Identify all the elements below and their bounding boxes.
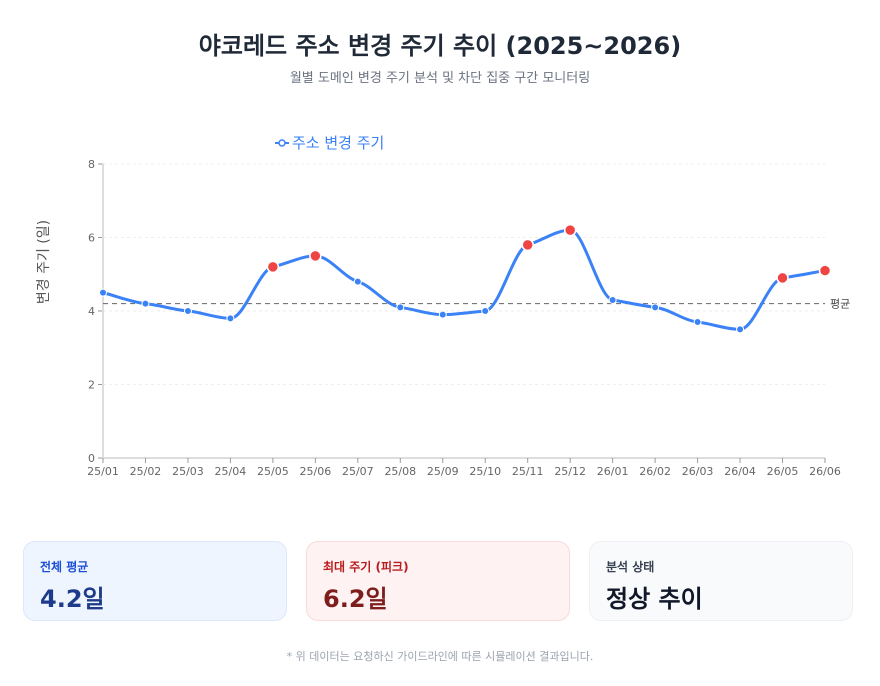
- status-card-label: 분석 상태: [606, 560, 655, 574]
- x-tick-label: 25/03: [172, 465, 204, 478]
- average-card-label: 전체 평균: [40, 560, 89, 574]
- peak-data-point: [309, 249, 322, 263]
- x-tick-label: 25/10: [469, 465, 501, 478]
- y-tick-label: 8: [88, 158, 95, 171]
- x-tick-label: 25/05: [257, 465, 289, 478]
- legend[interactable]: 주소 변경 주기: [275, 134, 384, 152]
- x-tick-label: 26/04: [724, 465, 756, 478]
- peak-data-point: [266, 260, 280, 274]
- page-subtitle: 월별 도메인 변경 주기 분석 및 차단 집중 구간 모니터링: [289, 71, 591, 86]
- x-tick-label: 25/11: [512, 465, 544, 478]
- peak-card-label: 최대 주기 (피크): [323, 560, 409, 574]
- status-card: 분석 상태 정상 추이: [589, 541, 853, 621]
- data-point: [183, 307, 192, 315]
- status-card-value: 정상 추이: [606, 585, 703, 613]
- peak-card-value: 6.2일: [323, 585, 388, 613]
- x-tick-label: 25/08: [384, 465, 416, 478]
- data-point: [438, 310, 447, 319]
- data-point: [226, 314, 235, 323]
- peak-data-point: [818, 264, 832, 277]
- data-point: [608, 295, 617, 304]
- y-tick-label: 0: [88, 452, 95, 465]
- legend-label: 주소 변경 주기: [292, 134, 384, 152]
- data-point: [651, 303, 660, 312]
- y-tick-label: 6: [88, 232, 95, 245]
- y-tick-label: 4: [88, 305, 95, 318]
- footnote: * 위 데이터는 요청하신 가이드라인에 따른 시뮬레이션 결과입니다.: [286, 650, 594, 663]
- x-tick-label: 26/06: [809, 465, 841, 478]
- peak-data-point: [563, 223, 577, 237]
- x-tick-label: 26/05: [767, 465, 799, 478]
- line-chart: 0 2 4 6 8 25/01 25/02 25/03 25/04 25/05 25/06 25/07…: [36, 134, 850, 478]
- data-point: [736, 325, 745, 334]
- x-tick-label: 25/01: [87, 465, 119, 478]
- data-point: [99, 288, 107, 297]
- x-tick-label: 26/03: [682, 465, 714, 478]
- x-tick-label: 25/09: [427, 465, 459, 478]
- x-tick-label: 25/07: [342, 465, 374, 478]
- average-reference-label: 평균: [830, 298, 850, 311]
- x-tick-label: 25/04: [215, 465, 247, 478]
- y-axis-label: 변경 주기 (일): [36, 220, 52, 304]
- page-title: 야코레드 주소 변경 주기 추이 (2025~2026): [198, 32, 682, 60]
- peak-data-point: [776, 271, 789, 285]
- data-point: [693, 318, 702, 327]
- data-point: [396, 303, 405, 312]
- x-tick-label: 25/12: [554, 465, 586, 478]
- x-tick-label: 26/01: [597, 465, 629, 478]
- y-tick-label: 2: [88, 379, 95, 392]
- x-tick-label: 25/02: [130, 465, 162, 478]
- legend-dot-icon: [278, 139, 286, 147]
- x-tick-label: 26/02: [639, 465, 671, 478]
- x-tick-label: 25/06: [300, 465, 332, 478]
- data-point: [141, 299, 150, 308]
- average-card: 전체 평균 4.2일: [23, 541, 287, 621]
- data-point: [353, 277, 362, 286]
- series-line: [102, 228, 826, 331]
- average-card-value: 4.2일: [40, 585, 105, 613]
- peak-card: 최대 주기 (피크) 6.2일: [306, 541, 570, 621]
- data-point: [481, 307, 490, 315]
- peak-data-point: [521, 238, 534, 252]
